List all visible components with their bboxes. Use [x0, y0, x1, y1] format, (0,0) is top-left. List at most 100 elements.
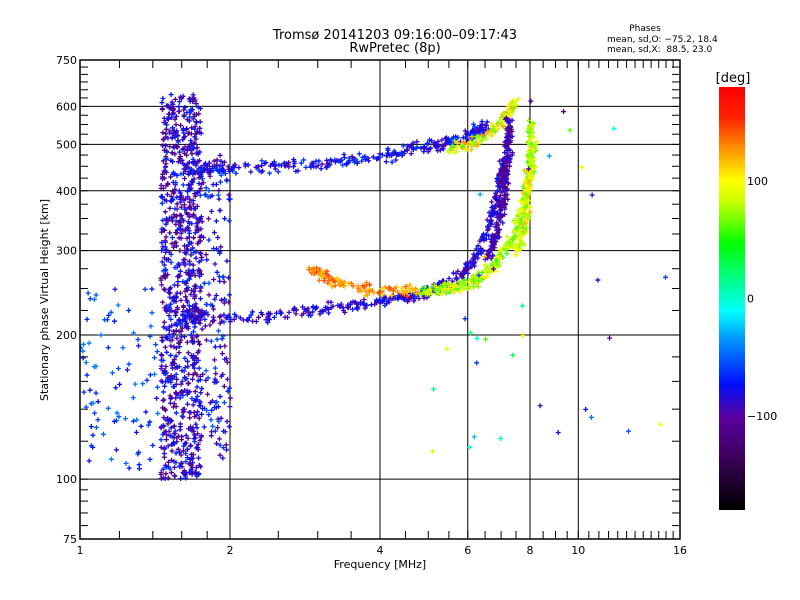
data-point [430, 448, 436, 454]
data-point [305, 306, 311, 312]
data-point [300, 304, 306, 310]
data-point [520, 190, 526, 196]
data-point [183, 475, 189, 481]
data-point [371, 290, 377, 296]
data-point [202, 323, 208, 329]
data-point [124, 367, 130, 373]
data-point [443, 290, 449, 296]
data-point [171, 297, 177, 303]
data-point [190, 355, 196, 361]
data-point [469, 285, 475, 291]
data-point [175, 340, 181, 346]
data-point [147, 333, 153, 339]
data-point [332, 283, 338, 289]
data-point [194, 221, 200, 227]
data-point [183, 433, 189, 439]
data-point [445, 149, 451, 155]
data-point [226, 292, 232, 298]
data-point [195, 431, 201, 437]
data-point [190, 402, 196, 408]
data-point [515, 227, 521, 233]
data-point [91, 364, 97, 370]
data-point [504, 234, 510, 240]
colorbar-tick-label: 0 [747, 293, 754, 306]
data-point [172, 473, 178, 479]
data-point [220, 371, 226, 377]
data-point [512, 220, 518, 226]
data-point [396, 151, 402, 157]
data-point [506, 119, 512, 125]
data-point [187, 214, 193, 220]
data-point [192, 170, 198, 176]
data-point [159, 363, 165, 369]
data-point [259, 158, 265, 164]
data-point [190, 452, 196, 458]
colorbar [719, 87, 745, 510]
data-point [193, 215, 199, 221]
data-point [475, 281, 481, 287]
data-point [504, 251, 510, 257]
data-point [583, 406, 589, 412]
data-point [181, 304, 187, 310]
data-point [198, 390, 204, 396]
data-point [174, 128, 180, 134]
data-point [163, 217, 169, 223]
data-point [168, 174, 174, 180]
data-point [473, 271, 479, 277]
data-point [172, 206, 178, 212]
data-point [492, 196, 498, 202]
data-point [192, 140, 198, 146]
data-point [185, 225, 191, 231]
data-point [197, 149, 203, 155]
data-point [165, 116, 171, 122]
data-point [325, 299, 331, 305]
data-point [160, 357, 166, 363]
data-point [470, 273, 476, 279]
data-point [180, 279, 186, 285]
data-point [175, 446, 181, 452]
data-point [173, 230, 179, 236]
data-point [170, 189, 176, 195]
data-point [226, 385, 232, 391]
data-point [225, 164, 231, 170]
data-point [218, 172, 224, 178]
data-point [138, 423, 144, 429]
data-point [189, 144, 195, 150]
y-tick-label: 200 [56, 329, 77, 342]
data-point [204, 337, 210, 343]
data-point [194, 393, 200, 399]
data-point [266, 316, 272, 322]
data-point [214, 399, 220, 405]
data-point [475, 243, 481, 249]
data-point [286, 164, 292, 170]
data-point [173, 122, 179, 128]
data-point [81, 389, 87, 395]
data-point [190, 262, 196, 268]
data-point [520, 333, 526, 339]
data-point [464, 262, 470, 268]
data-point [253, 164, 259, 170]
data-point [173, 294, 179, 300]
data-point [168, 193, 174, 199]
data-point [365, 292, 371, 298]
data-point [196, 167, 202, 173]
data-point [171, 423, 177, 429]
data-point [176, 350, 182, 356]
data-point [187, 415, 193, 421]
data-point [316, 158, 322, 164]
data-point [489, 205, 495, 211]
data-point [190, 372, 196, 378]
data-point [180, 312, 186, 318]
data-point [489, 132, 495, 138]
data-point [589, 192, 595, 198]
data-point [474, 277, 480, 283]
data-point [182, 387, 188, 393]
data-point [217, 179, 223, 185]
data-point [527, 169, 533, 175]
data-point [212, 344, 218, 350]
data-point [185, 446, 191, 452]
data-point [499, 115, 505, 121]
data-point [489, 199, 495, 205]
data-point [106, 312, 112, 318]
